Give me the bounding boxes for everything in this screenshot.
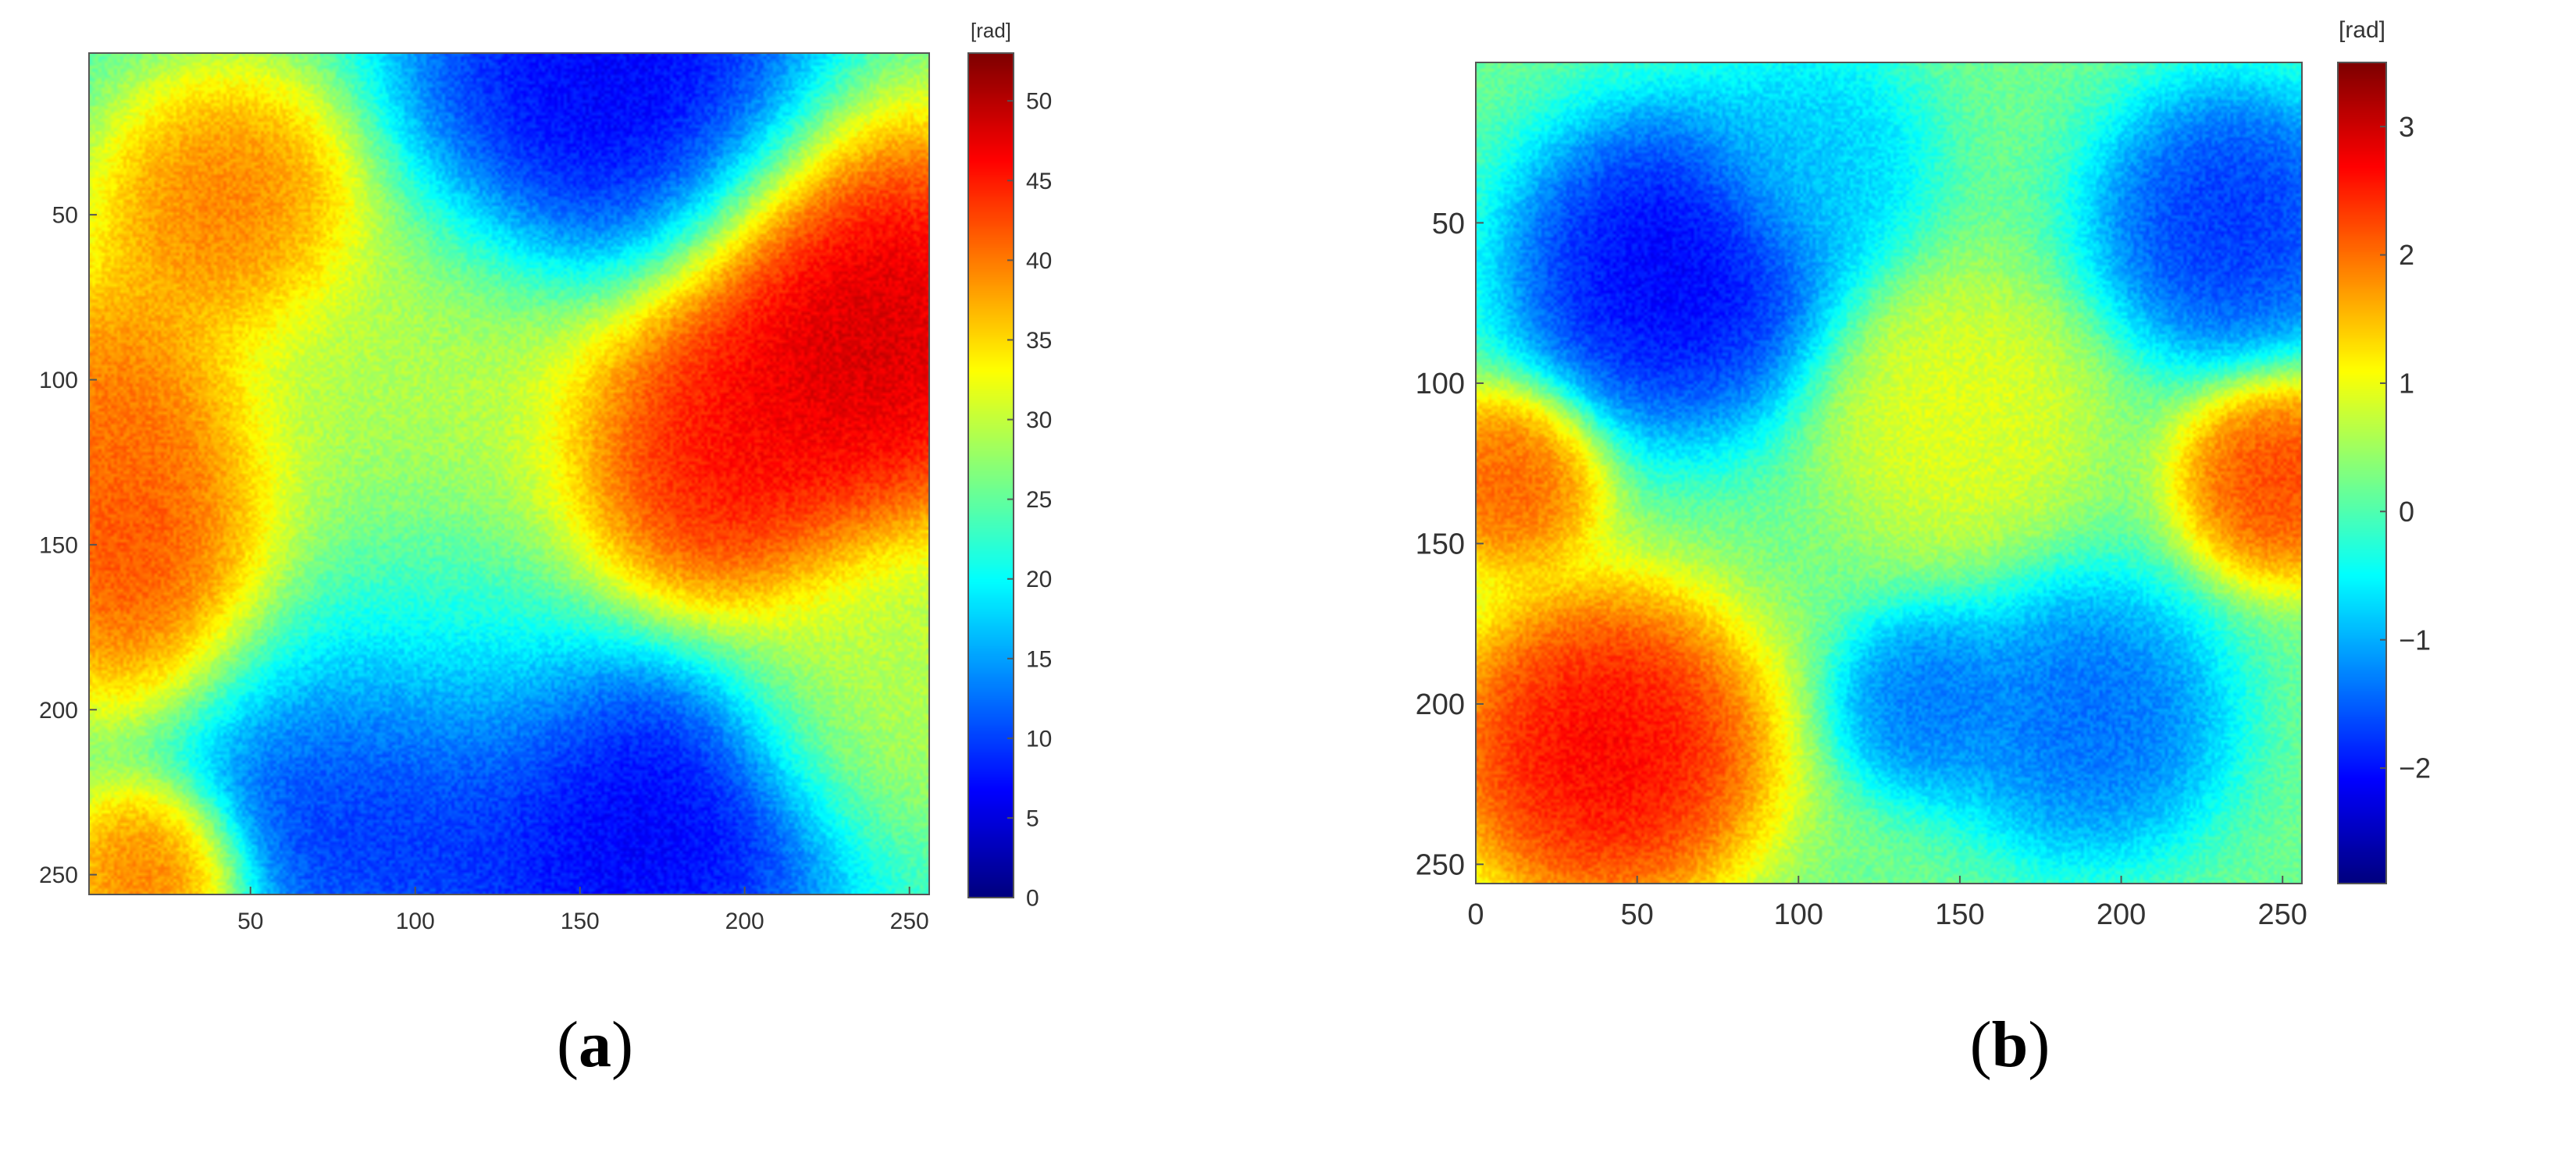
colorbar-b-axis: −2 −1 0 1 2 3	[2380, 111, 2431, 784]
heatmap-a-image	[89, 53, 929, 894]
axis-b-xtick-label: 100	[1774, 898, 1823, 931]
axis-a: 50 100 150 200 250 50 100 150 200 250	[39, 203, 929, 934]
colorbar-a-tick-label: 40	[1026, 248, 1052, 274]
colorbar-a-tick-label: 15	[1026, 646, 1052, 672]
colorbar-b-tick-label: 2	[2399, 239, 2414, 271]
colorbar-b-tick-label: 1	[2399, 368, 2414, 400]
colorbar-b-tick-label: 3	[2399, 111, 2414, 143]
axis-a-ytick-label: 50	[52, 203, 78, 229]
axis-b-ytick-label: 100	[1416, 368, 1465, 400]
colorbar-a-tick-label: 5	[1026, 805, 1039, 831]
colorbar-b-image	[2338, 62, 2386, 884]
panel-a: 50 100 150 200 250 50 100 150 200 250 0 5 10 15 20 25 3…	[39, 19, 1052, 934]
colorbar-a-tick-label: 25	[1026, 487, 1052, 513]
axis-a-ytick-label: 200	[39, 698, 78, 724]
colorbar-a-holder	[968, 53, 1014, 898]
axis-b-xtick-label: 150	[1935, 898, 1984, 931]
axis-a-xtick-label: 250	[890, 909, 929, 934]
axis-b-ytick-label: 50	[1432, 208, 1465, 240]
colorbar-a-tick-label: 10	[1026, 726, 1052, 752]
colorbar-a-image	[968, 53, 1014, 898]
colorbar-a-frame	[967, 52, 1014, 898]
axis-a-ytick-label: 250	[39, 862, 78, 888]
colorbar-a-tick-label: 50	[1026, 89, 1052, 115]
colorbar-a-axis: 0 5 10 15 20 25 30 35 40 45 50	[1007, 89, 1052, 912]
axis-b-xtick-label: 200	[2097, 898, 2146, 931]
axis-b-xtick-label: 250	[2258, 898, 2307, 931]
colorbar-b-tick-label: 0	[2399, 496, 2414, 528]
axis-b-ytick-label: 150	[1416, 528, 1465, 561]
colorbar-a-tick-label: 45	[1026, 169, 1052, 194]
axis-b-ytick-label: 250	[1416, 849, 1465, 882]
colorbar-a-tick-label: 0	[1026, 886, 1039, 912]
axis-b: 0 50 100 150 200 250 50 100 150 200 250	[1416, 208, 2307, 931]
heatmap-b-canvas-holder	[1476, 62, 2302, 884]
axis-a-xtick-label: 50	[237, 909, 263, 934]
axis-a-xtick-label: 200	[725, 909, 764, 934]
axis-b-ytick-label: 200	[1416, 688, 1465, 721]
caption-a-letter: a	[579, 1008, 611, 1081]
colorbar-b-holder	[2338, 62, 2386, 884]
heatmap-a-canvas-holder	[89, 53, 929, 894]
colorbar-b-tick-label: −2	[2399, 752, 2431, 784]
axis-b-xtick-label: 0	[1467, 898, 1484, 931]
heatmap-a-frame	[88, 52, 930, 895]
colorbar-b-unit-label: [rad]	[2339, 17, 2385, 43]
panel-b: 0 50 100 150 200 250 50 100 150 200 250 −2 −1 0 1 2 3 […	[1416, 17, 2431, 931]
colorbar-a-tick-label: 30	[1026, 407, 1052, 433]
heatmap-b-image	[1476, 62, 2302, 884]
caption-b: (b)	[1969, 1008, 2050, 1081]
caption-b-letter: b	[1991, 1008, 2029, 1081]
caption-a: (a)	[557, 1008, 633, 1081]
axis-a-ytick-label: 150	[39, 532, 78, 558]
axis-b-xtick-label: 50	[1621, 898, 1654, 931]
axis-a-ytick-label: 100	[39, 368, 78, 393]
axis-a-xtick-label: 100	[396, 909, 435, 934]
colorbar-b-frame	[2337, 62, 2387, 884]
colorbar-a-tick-label: 35	[1026, 328, 1052, 354]
heatmap-b-frame	[1475, 62, 2303, 884]
axis-a-xtick-label: 150	[561, 909, 600, 934]
colorbar-a-tick-label: 20	[1026, 567, 1052, 592]
colorbar-b-tick-label: −1	[2399, 624, 2431, 656]
colorbar-a-unit-label: [rad]	[971, 19, 1011, 42]
